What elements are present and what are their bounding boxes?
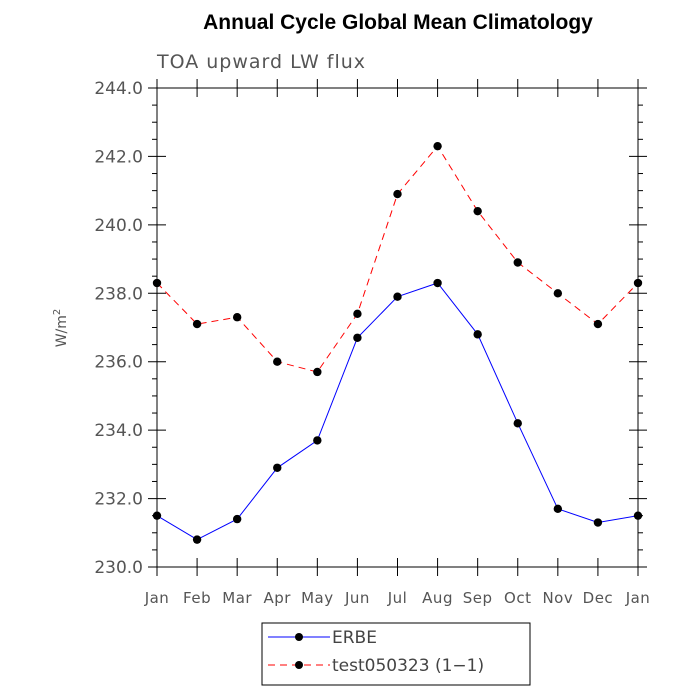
x-tick-label: Apr: [264, 589, 292, 607]
data-point-s1-6: [393, 189, 402, 199]
data-point-s0-5: [353, 333, 362, 342]
y-axis-label-text: W/m: [54, 315, 70, 347]
data-point-s0-4: [313, 436, 322, 445]
y-tick-label: 244.0: [94, 79, 143, 99]
data-point-s1-0: [152, 278, 162, 288]
legend-erbe-marker: [295, 633, 303, 641]
legend-test-label: test050323 (1−1): [332, 656, 484, 676]
data-point-s1-7: [433, 141, 442, 151]
y-tick-label: 242.0: [94, 147, 143, 167]
data-point-s0-2: [232, 514, 242, 524]
data-point-s0-0: [152, 511, 162, 520]
series-layer: [152, 141, 643, 544]
data-point-s0-8: [473, 330, 482, 339]
data-point-s1-5: [353, 309, 362, 319]
data-point-s0-11: [593, 518, 603, 527]
y-axis-label: W/m2: [52, 309, 70, 348]
y-tick-label: 230.0: [94, 558, 143, 578]
series-line-0: [156, 282, 639, 541]
data-point-s1-8: [473, 206, 482, 216]
chart-subtitle: TOA upward LW flux: [156, 51, 366, 73]
x-tick-label: Aug: [422, 589, 453, 607]
data-point-s1-3: [273, 357, 282, 366]
data-point-s1-9: [513, 258, 522, 267]
y-axis: 230.0 232.0 234.0 236.0 238.0 240.0 242.0 244.0: [94, 79, 647, 578]
x-tick-label: Dec: [583, 589, 614, 607]
y-tick-label: 236.0: [94, 353, 143, 373]
data-point-s0-6: [393, 292, 402, 301]
y-tick-label: 234.0: [94, 421, 143, 441]
x-tick-label: Sep: [463, 589, 493, 607]
data-point-s1-10: [553, 289, 563, 298]
x-tick-label: Jan: [144, 589, 170, 607]
x-tick-label: Jan: [625, 589, 651, 607]
x-tick-label: Jul: [387, 589, 408, 607]
legend: ERBE test050323 (1−1): [261, 622, 531, 686]
y-axis-label-superscript: 2: [52, 309, 63, 315]
data-point-s0-12: [633, 511, 643, 520]
data-point-s1-2: [232, 313, 242, 322]
data-point-s1-11: [593, 319, 603, 329]
legend-erbe-label: ERBE: [332, 628, 377, 648]
x-tick-label: Jun: [344, 589, 370, 607]
data-point-s0-9: [513, 419, 522, 428]
data-point-s1-4: [313, 367, 322, 377]
plot-frame: [156, 87, 639, 568]
data-point-s0-3: [273, 463, 282, 472]
x-tick-label: Oct: [504, 589, 531, 607]
y-tick-label: 240.0: [94, 216, 143, 236]
x-tick-label: Mar: [222, 589, 252, 607]
data-point-s0-10: [553, 504, 563, 514]
data-point-s1-12: [633, 278, 643, 288]
y-tick-label: 238.0: [94, 284, 143, 304]
legend-box: [261, 622, 531, 686]
legend-test-marker: [295, 661, 303, 669]
y-tick-label: 232.0: [94, 490, 143, 510]
data-point-s0-7: [433, 278, 442, 288]
series-line-1: [156, 145, 639, 373]
x-axis: Jan Feb Mar Apr May Jun Jul Aug Sep Oct Nov Dec Jan: [144, 79, 651, 607]
x-tick-label: Feb: [183, 589, 211, 607]
x-tick-label: Nov: [542, 589, 573, 607]
chart-title: Annual Cycle Global Mean Climatology: [203, 11, 593, 34]
x-tick-label: May: [301, 589, 334, 607]
data-point-s0-1: [192, 535, 202, 544]
data-point-s1-1: [192, 319, 202, 329]
